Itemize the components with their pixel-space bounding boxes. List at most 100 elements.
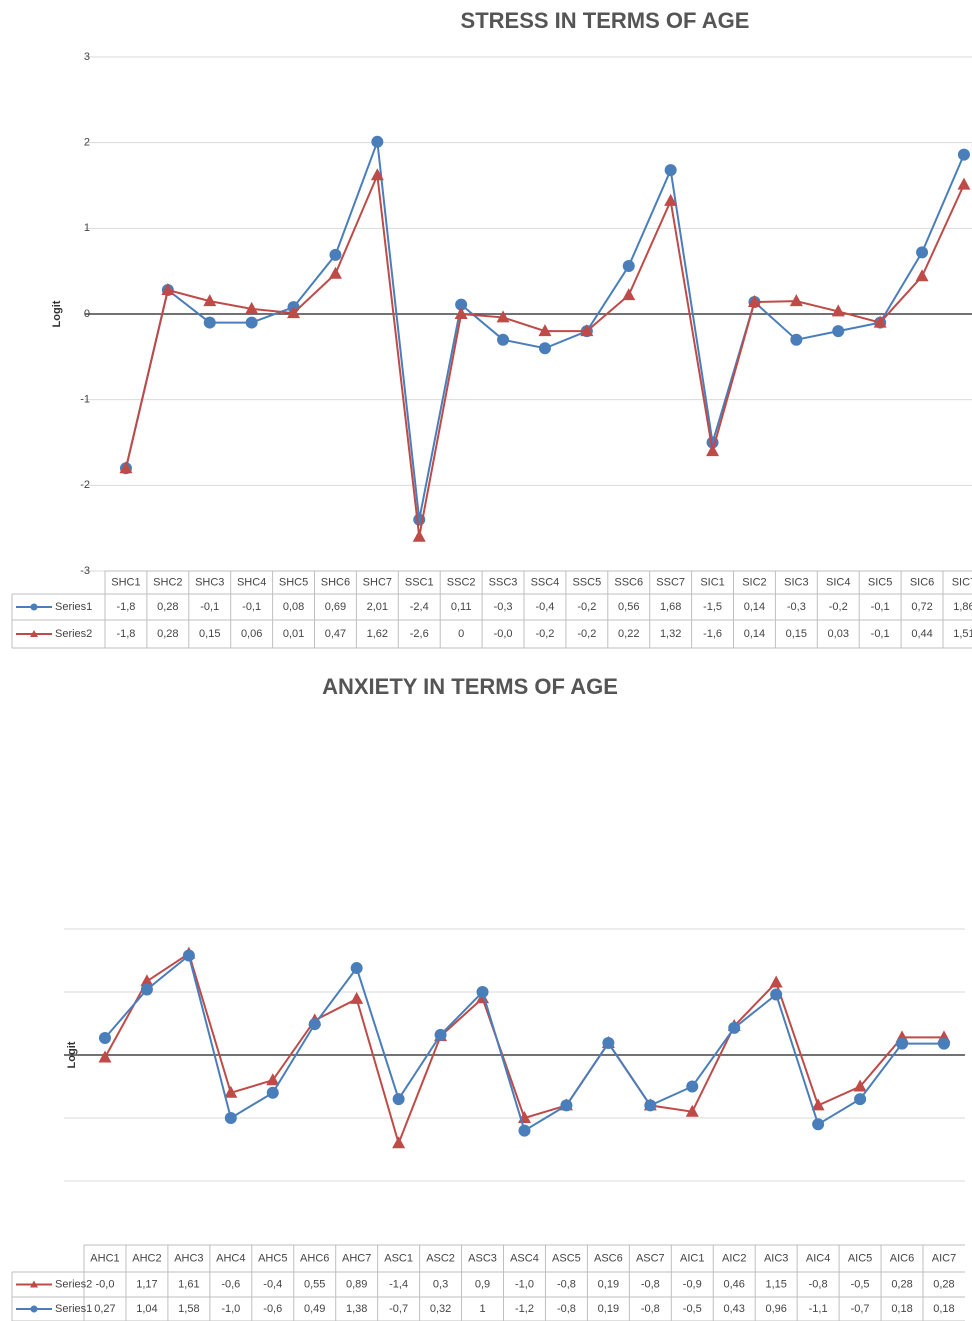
point	[896, 1037, 909, 1050]
table-value: 0,28	[157, 601, 178, 613]
point	[602, 1037, 615, 1050]
x-tick-label: AHC4	[216, 1252, 245, 1264]
point	[937, 1037, 950, 1050]
x-tick-label: AHC3	[174, 1252, 203, 1264]
table-value: 0,18	[891, 1303, 912, 1315]
table-value: -1,6	[703, 628, 722, 640]
point	[789, 294, 803, 307]
x-tick-label: SSC5	[572, 576, 601, 588]
table-value: 1,58	[178, 1303, 199, 1315]
table-value: -1,0	[221, 1303, 240, 1315]
point	[770, 988, 783, 1001]
point	[706, 444, 720, 457]
table-value: 0,43	[724, 1303, 745, 1315]
point	[685, 1104, 699, 1117]
point	[119, 461, 133, 474]
table-value: -0,2	[535, 628, 554, 640]
table-value: -0,7	[851, 1303, 870, 1315]
point	[203, 316, 216, 329]
table-value: -0,0	[95, 1278, 114, 1290]
point	[287, 306, 301, 319]
y-tick-label: -1	[80, 394, 90, 406]
point	[140, 983, 153, 996]
table-value: 1,15	[765, 1278, 786, 1290]
table-value: -0,8	[557, 1303, 576, 1315]
chart-title: STRESS IN TERMS OF AGE	[461, 8, 750, 33]
point	[476, 986, 489, 998]
table-value: 0,14	[744, 601, 765, 613]
point	[622, 288, 636, 301]
table-value: 0,96	[765, 1303, 786, 1315]
x-tick-label: ASC2	[426, 1252, 455, 1264]
x-tick-label: SHC5	[279, 576, 308, 588]
table-value: 0,19	[598, 1278, 619, 1290]
point	[957, 177, 971, 190]
table-value: -0,9	[683, 1278, 702, 1290]
table-value: -1,2	[515, 1303, 534, 1315]
x-tick-label: SIC5	[868, 576, 892, 588]
point	[790, 333, 803, 346]
x-tick-label: AIC4	[806, 1252, 830, 1264]
table-value: 1,51	[953, 628, 972, 640]
table-value: 0,08	[283, 601, 304, 613]
point	[224, 1085, 238, 1098]
legend-label: Series1	[55, 1303, 92, 1315]
point	[308, 1018, 321, 1031]
x-tick-label: SIC4	[826, 576, 850, 588]
x-tick-label: ASC6	[594, 1252, 623, 1264]
x-tick-label: AIC7	[932, 1252, 956, 1264]
table-value: -1,8	[116, 628, 135, 640]
table-value: 0,46	[724, 1278, 745, 1290]
point	[98, 1031, 111, 1044]
x-tick-label: AHC6	[300, 1252, 329, 1264]
table-value: -0,6	[263, 1303, 282, 1315]
point	[873, 315, 887, 328]
table-value: 0,72	[911, 601, 932, 613]
table-value: 0,19	[598, 1303, 619, 1315]
x-tick-label: SSC2	[447, 576, 476, 588]
table-value: -2,6	[410, 628, 429, 640]
table-value: 0,56	[618, 601, 639, 613]
point	[538, 324, 552, 337]
point	[329, 248, 342, 261]
table-value: -1,8	[116, 601, 135, 613]
table-value: 2,01	[367, 601, 388, 613]
table-value: 0,44	[911, 628, 932, 640]
table-value: -0,3	[494, 601, 513, 613]
x-tick-label: AHC2	[132, 1252, 161, 1264]
legend-label: Series2	[55, 1278, 92, 1290]
x-tick-label: SSC4	[531, 576, 560, 588]
x-tick-label: AHC1	[90, 1252, 119, 1264]
point	[854, 1093, 867, 1106]
point	[728, 1021, 741, 1034]
table-value: 0,03	[828, 628, 849, 640]
y-tick-label: 1	[84, 222, 90, 234]
x-tick-label: ASC5	[552, 1252, 581, 1264]
point	[831, 304, 845, 317]
x-tick-label: AIC5	[848, 1252, 872, 1264]
x-tick-label: AHC5	[258, 1252, 287, 1264]
x-tick-label: SIC1	[700, 576, 724, 588]
table-value: 0,06	[241, 628, 262, 640]
table-value: 0,55	[304, 1278, 325, 1290]
point	[455, 298, 468, 311]
table-value: -0,7	[389, 1303, 408, 1315]
table-value: -0,8	[809, 1278, 828, 1290]
legend-label: Series2	[55, 628, 92, 640]
point	[496, 310, 510, 323]
point	[916, 246, 929, 259]
x-tick-label: SHC3	[195, 576, 224, 588]
table-value: 0,27	[94, 1303, 115, 1315]
point	[98, 1050, 112, 1063]
table-value: -0,4	[263, 1278, 282, 1290]
table-value: -2,4	[410, 601, 429, 613]
table-value: -0,1	[200, 601, 219, 613]
point	[245, 316, 258, 329]
x-tick-label: SHC2	[153, 576, 182, 588]
y-tick-label: -2	[80, 479, 90, 491]
table-value: -0,1	[871, 601, 890, 613]
x-tick-label: SHC1	[111, 576, 140, 588]
point	[245, 301, 259, 314]
